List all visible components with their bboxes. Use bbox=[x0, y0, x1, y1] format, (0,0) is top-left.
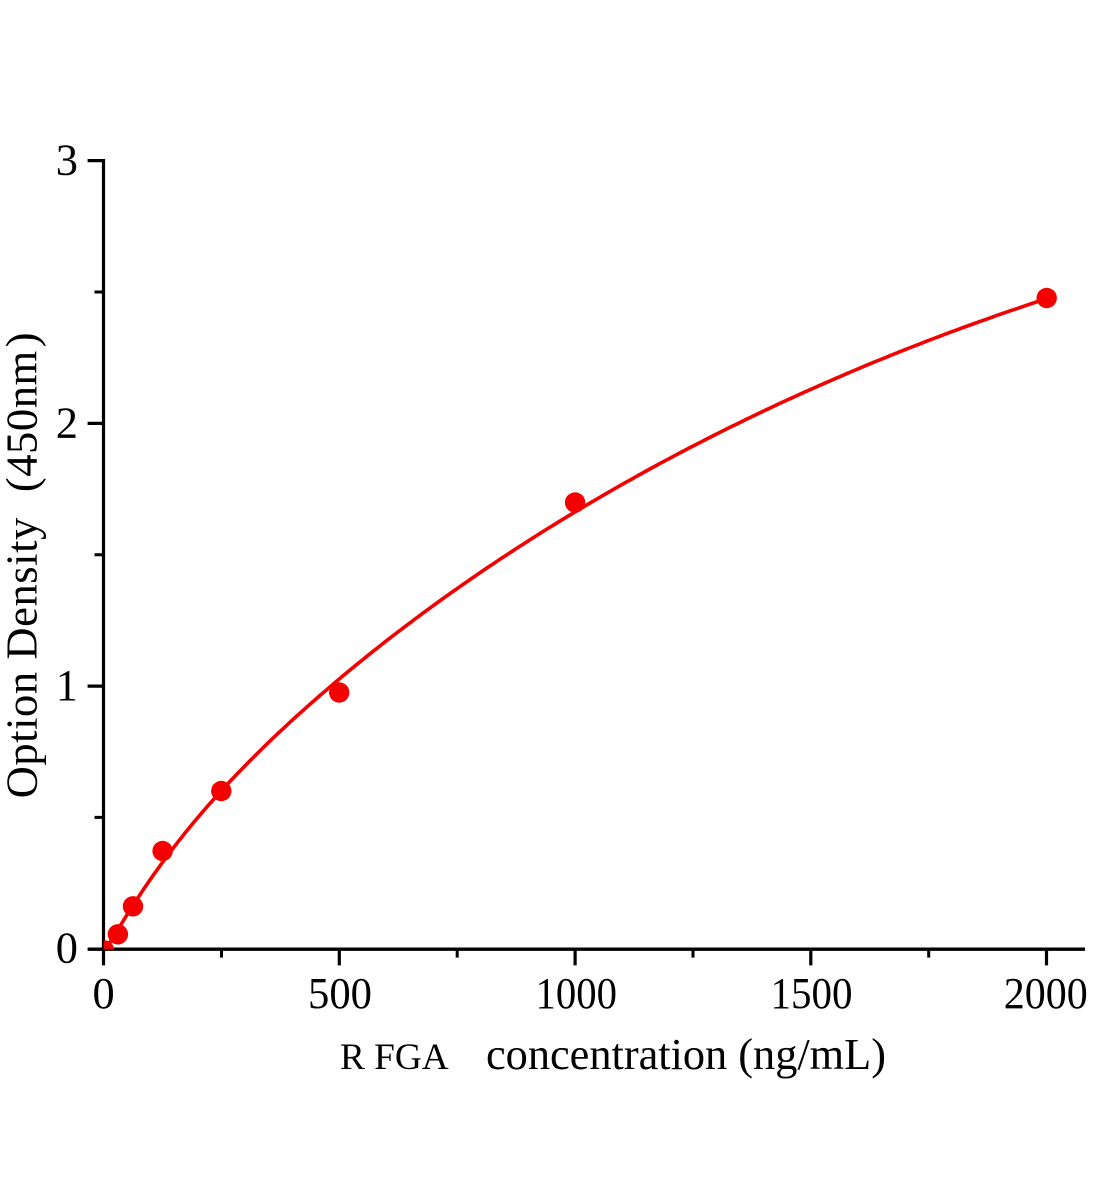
svg-text:3: 3 bbox=[56, 135, 78, 185]
svg-text:2000: 2000 bbox=[1004, 968, 1088, 1018]
svg-text:0: 0 bbox=[92, 968, 114, 1018]
svg-text:1000: 1000 bbox=[536, 968, 618, 1018]
svg-text:Option Density(450nm): Option Density(450nm) bbox=[0, 332, 47, 798]
svg-text:R FGA: R FGA bbox=[340, 1036, 449, 1077]
svg-text:2: 2 bbox=[56, 397, 78, 447]
svg-text:concentration (ng/mL): concentration (ng/mL) bbox=[486, 1029, 886, 1079]
svg-text:0: 0 bbox=[56, 923, 78, 973]
svg-text:1500: 1500 bbox=[771, 968, 853, 1018]
svg-text:1: 1 bbox=[56, 660, 78, 710]
svg-text:500: 500 bbox=[308, 968, 372, 1018]
